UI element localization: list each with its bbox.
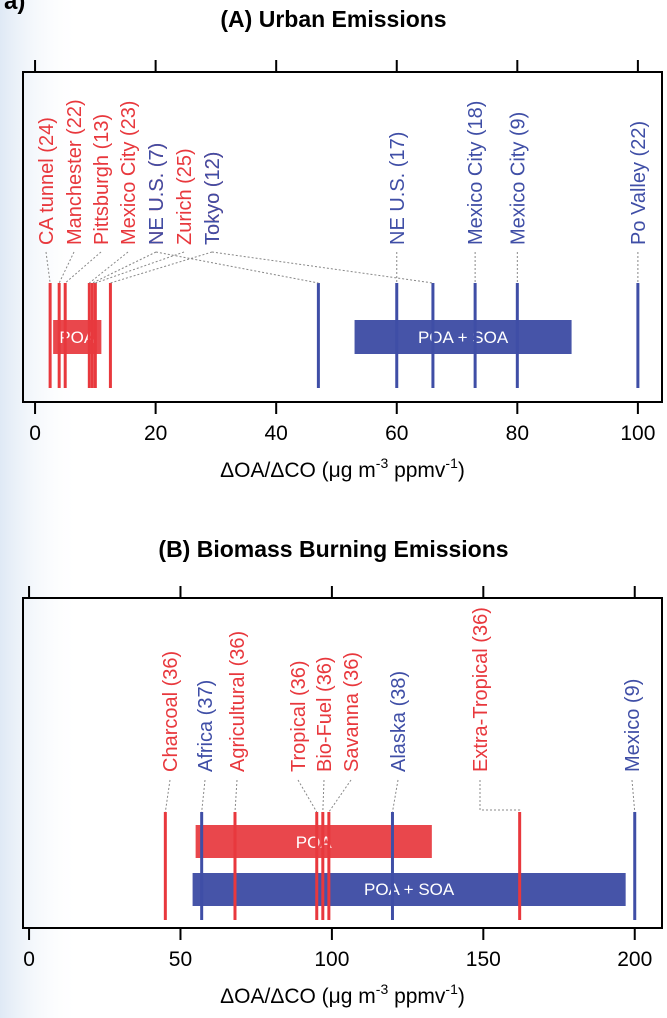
x-axis-label: ΔOA/ΔCO (μg m-3 ppmv-1) [220, 981, 465, 1008]
x-axis-label-mid: ppmv [388, 985, 446, 1008]
range-bar-label: POA + SOA [418, 328, 509, 347]
data-label: NE U.S. (7) [146, 143, 168, 245]
leader-line [322, 779, 325, 813]
leader-line [234, 779, 238, 813]
x-tick-label: 50 [169, 948, 192, 971]
range-bar-label: POA + SOA [364, 880, 455, 899]
chart-panel-biomass: 0 50 100 150 200 ΔOA/ΔCO (μg m-3 ppmv-1) POA PO… [22, 586, 663, 1008]
chart-title-biomass: (B) Biomass Burning Emissions [158, 536, 509, 562]
data-label: CA tunnel (24) [36, 117, 58, 245]
x-axis-label-sup1: -3 [376, 455, 389, 471]
data-label: Tokyo (12) [202, 152, 224, 245]
x-axis-label-mid: ppmv [388, 459, 446, 482]
x-tick-label: 80 [506, 422, 529, 445]
data-label: NE U.S. (7) [146, 143, 168, 245]
data-label: Manchester (22) [64, 99, 86, 245]
x-tick-label: 150 [466, 948, 501, 971]
chart-title-urban: (A) Urban Emissions [220, 6, 447, 32]
data-label: Po Valley (22) [628, 121, 650, 245]
data-label: Mexico City (18) [465, 101, 487, 245]
data-label: Mexico City (9) [507, 112, 529, 245]
data-label: Savanna (36) [341, 652, 363, 772]
leader-line [211, 251, 433, 284]
range-bar-poa-soa [192, 873, 626, 906]
leader-line [155, 251, 319, 284]
x-axis-label-end: ) [458, 459, 465, 482]
x-tick-label: 100 [314, 948, 349, 971]
data-label: Tropical (36) [288, 660, 310, 772]
leader-line [297, 779, 318, 813]
leader-line [110, 251, 213, 284]
leader-line [58, 251, 75, 284]
data-label: Pittsburgh (13) [91, 114, 113, 245]
leader-line [631, 779, 636, 813]
data-label: Agricultural (36) [227, 631, 249, 772]
data-label: Charcoal (36) [160, 651, 182, 772]
data-label: Mexico City (23) [118, 101, 140, 245]
x-tick-label: 20 [144, 422, 167, 445]
x-axis-label-sup1: -3 [376, 981, 389, 997]
plot-frame [22, 597, 663, 929]
leader-line [88, 251, 129, 284]
chart-panel-urban: 0 20 40 60 80 100 ΔOA/ΔCO (μg m-3 ppmv-1) POA PO… [22, 60, 663, 482]
x-axis-label: ΔOA/ΔCO (μg m-3 ppmv-1) [220, 455, 465, 482]
x-tick-label: 100 [620, 422, 655, 445]
leader-line [479, 780, 521, 812]
data-label: Extra-Tropical (36) [470, 607, 492, 772]
leader-line [164, 779, 171, 813]
x-axis-label-sup2: -1 [445, 981, 458, 997]
leader-line [201, 779, 206, 813]
x-tick-label: 40 [265, 422, 288, 445]
x-tick-label: 60 [385, 422, 408, 445]
leader-line [391, 779, 399, 813]
x-axis-label-end: ) [458, 985, 465, 1008]
data-label: Mexico (9) [622, 679, 644, 772]
data-label: Zurich (25) [174, 148, 196, 245]
corner-label: a) [4, 0, 26, 15]
leader-line [92, 251, 157, 284]
plot-frame [22, 71, 663, 403]
data-label: Alaska (38) [388, 671, 410, 772]
x-tick-label: 200 [617, 948, 652, 971]
x-axis-label-main: ΔOA/ΔCO (μg m [220, 459, 376, 482]
data-label: Bio-Fuel (36) [314, 656, 336, 772]
data-label: Tokyo (12) [202, 152, 224, 245]
data-label: NE U.S. (17) [387, 132, 409, 245]
x-axis-label-main: ΔOA/ΔCO (μg m [220, 985, 376, 1008]
range-bar-label: POA [59, 328, 96, 347]
data-label: Africa (37) [195, 680, 217, 772]
x-tick-label: 0 [29, 422, 41, 445]
x-tick-label: 0 [23, 948, 35, 971]
range-bar-poa-soa [354, 320, 572, 354]
x-axis-label-sup2: -1 [445, 455, 458, 471]
leader-line [45, 251, 51, 284]
leader-line [328, 779, 352, 813]
range-bar-label: POA [296, 833, 333, 852]
